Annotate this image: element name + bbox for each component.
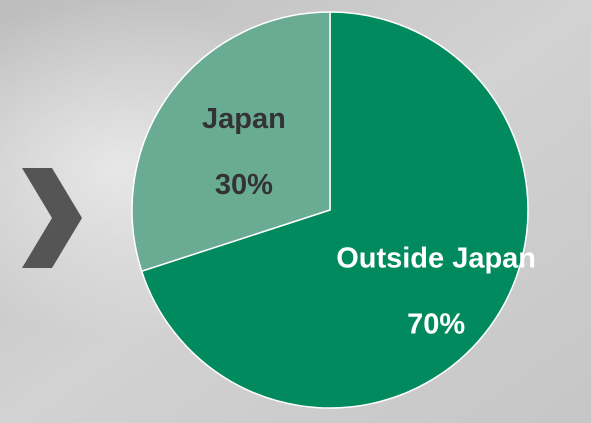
slice-value-label: 70% [407, 308, 465, 340]
slice-value-label: 30% [215, 169, 273, 201]
slice-label: Outside Japan [336, 242, 536, 274]
slice-label: Japan [202, 103, 286, 135]
page: Outside Japan70%Japan30% (() => { const … [0, 0, 591, 423]
chart: Outside Japan 70% Japan 30% [0, 0, 591, 423]
